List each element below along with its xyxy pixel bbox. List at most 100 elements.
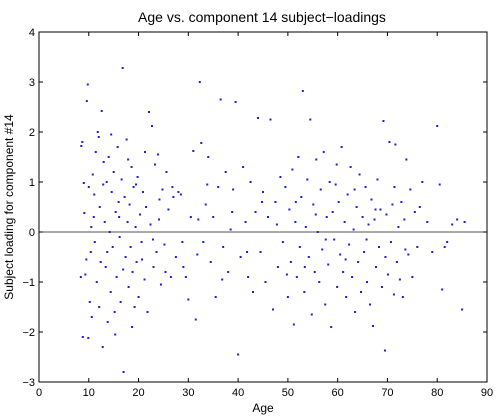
- data-point: [149, 223, 152, 226]
- data-point: [369, 303, 372, 306]
- data-point: [285, 273, 288, 276]
- data-point: [451, 223, 454, 226]
- data-point: [289, 261, 292, 263]
- data-point: [403, 218, 406, 221]
- data-point: [102, 183, 105, 186]
- data-point: [158, 198, 161, 201]
- data-point: [141, 258, 144, 261]
- data-point: [411, 276, 414, 278]
- data-point: [109, 291, 112, 293]
- data-point: [184, 276, 187, 278]
- data-point: [421, 181, 424, 183]
- data-point: [125, 138, 128, 141]
- data-point: [146, 311, 149, 313]
- y-tick-label: −2: [22, 327, 35, 339]
- data-point: [98, 306, 101, 308]
- data-point: [197, 218, 200, 221]
- data-point: [385, 213, 388, 216]
- x-tick-label: 0: [36, 387, 42, 399]
- data-point: [119, 301, 122, 303]
- data-point: [152, 266, 155, 268]
- data-point: [111, 246, 114, 248]
- data-point: [90, 226, 93, 228]
- data-point: [132, 186, 135, 188]
- data-point: [304, 226, 307, 228]
- data-point: [192, 150, 195, 152]
- plot-frame: [38, 31, 488, 383]
- data-point: [151, 125, 153, 127]
- data-point: [325, 216, 328, 218]
- data-point: [438, 183, 441, 186]
- data-point: [83, 212, 86, 214]
- data-point: [431, 251, 434, 253]
- data-point: [167, 208, 170, 211]
- data-point: [122, 371, 125, 373]
- data-point: [87, 337, 90, 339]
- data-point: [117, 201, 120, 203]
- data-point: [391, 203, 394, 206]
- data-point: [126, 221, 129, 223]
- data-point: [156, 153, 159, 156]
- data-point: [81, 336, 84, 338]
- data-point: [100, 110, 103, 112]
- data-point: [92, 216, 95, 218]
- data-point: [209, 261, 212, 263]
- data-point: [172, 196, 175, 198]
- data-point: [106, 251, 109, 253]
- data-point: [103, 221, 106, 223]
- data-point: [144, 151, 147, 153]
- data-point: [135, 261, 138, 263]
- data-point: [93, 193, 96, 196]
- data-point: [298, 246, 301, 248]
- data-point: [136, 176, 139, 178]
- data-point: [307, 256, 310, 258]
- x-tick-label: 10: [83, 387, 95, 399]
- data-point: [143, 278, 146, 281]
- data-point: [463, 221, 466, 223]
- data-point: [409, 188, 412, 191]
- data-point: [354, 311, 357, 313]
- data-point: [91, 173, 94, 176]
- y-tick-label: −1: [22, 277, 35, 289]
- data-point: [207, 156, 210, 158]
- data-point: [269, 118, 272, 121]
- data-point: [115, 276, 118, 278]
- data-point: [366, 281, 369, 283]
- data-point: [297, 156, 300, 158]
- data-point: [266, 216, 269, 218]
- data-point: [131, 271, 134, 273]
- data-point: [114, 333, 117, 336]
- data-point: [416, 246, 419, 248]
- data-point: [376, 178, 379, 181]
- data-point: [358, 173, 361, 176]
- data-point: [388, 141, 391, 143]
- data-point: [145, 206, 148, 208]
- y-tick-label: −3: [22, 377, 35, 389]
- data-point: [264, 281, 267, 283]
- data-point: [95, 281, 98, 283]
- data-point: [234, 101, 237, 103]
- x-tick-label: 40: [232, 387, 244, 399]
- data-point: [318, 281, 321, 283]
- x-tick-label: 60: [332, 387, 344, 399]
- data-point: [177, 191, 180, 193]
- data-point: [363, 251, 366, 253]
- data-point: [321, 248, 324, 251]
- data-point: [131, 326, 134, 328]
- data-point: [84, 273, 87, 276]
- data-point: [98, 206, 101, 208]
- data-point: [322, 151, 325, 153]
- data-point: [252, 291, 255, 293]
- data-point: [139, 213, 142, 216]
- data-point: [232, 188, 235, 191]
- data-point: [355, 206, 358, 208]
- data-point: [96, 131, 99, 133]
- data-point: [198, 81, 201, 83]
- data-point: [134, 226, 137, 228]
- data-point: [370, 198, 373, 201]
- data-point: [231, 211, 234, 213]
- data-point: [80, 145, 83, 147]
- data-point: [118, 216, 121, 218]
- data-point: [97, 136, 100, 138]
- data-point: [244, 221, 247, 223]
